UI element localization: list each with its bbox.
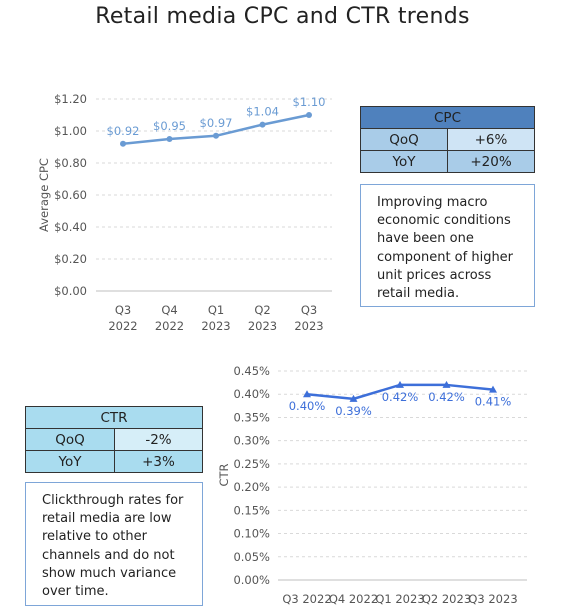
ctr-note: Clickthrough rates for retail media are … [25, 482, 203, 606]
data-point [442, 380, 451, 388]
x-tick-label: Q2 [254, 303, 270, 317]
x-tick-label: Q3 [301, 303, 317, 317]
data-point [166, 136, 173, 142]
y-axis-title: Average CPC [37, 158, 51, 232]
data-point [306, 112, 312, 118]
data-label: $0.92 [107, 124, 140, 138]
x-tick-label: 2022 [108, 319, 137, 333]
x-tick-label: 2022 [155, 319, 184, 333]
y-tick-label: $1.20 [54, 92, 87, 106]
ctr-qoq-label: QoQ [25, 428, 115, 451]
cpc-note: Improving macro economic conditions have… [360, 184, 535, 307]
y-tick-label: 0.05% [233, 550, 270, 564]
y-tick-label: 0.00% [233, 573, 270, 587]
ctr-table-header: CTR [25, 406, 203, 429]
ctr-yoy-label: YoY [25, 450, 115, 473]
x-tick-label: 2023 [294, 319, 323, 333]
data-point [349, 394, 358, 402]
ctr-yoy-value: +3% [114, 450, 203, 473]
cpc-qoq-value: +6% [447, 128, 535, 151]
data-point [396, 380, 404, 388]
x-tick-label: Q3 2023 [468, 592, 517, 606]
y-tick-label: 0.20% [233, 480, 270, 494]
cpc-note-text: Improving macro economic conditions have… [377, 195, 514, 302]
y-tick-label: $0.00 [54, 284, 87, 298]
data-label: 0.41% [475, 395, 512, 409]
x-tick-label: Q1 [208, 303, 224, 317]
data-label: 0.42% [382, 390, 419, 404]
y-tick-label: $0.60 [54, 188, 87, 202]
y-tick-label: 0.45% [233, 364, 270, 378]
ctr-note-text: Clickthrough rates for retail media are … [42, 493, 184, 600]
x-tick-label: Q3 [115, 303, 131, 317]
y-tick-label: 0.10% [233, 527, 270, 541]
y-tick-label: 0.30% [233, 434, 270, 448]
y-axis-title: CTR [217, 463, 231, 486]
cpc-qoq-label: QoQ [360, 128, 448, 151]
data-label: $1.10 [293, 95, 326, 109]
cpc-table-header: CPC [360, 106, 535, 129]
y-tick-label: $0.80 [54, 156, 87, 170]
data-label: $0.97 [200, 116, 233, 130]
data-label: 0.42% [428, 390, 465, 404]
x-tick-label: 2023 [248, 319, 277, 333]
x-tick-label: 2023 [201, 319, 230, 333]
data-label: 0.40% [289, 399, 326, 413]
y-tick-label: $0.20 [54, 252, 87, 266]
y-tick-label: 0.25% [233, 457, 270, 471]
cpc-summary-table: CPC QoQ +6% YoY +20% [360, 106, 535, 173]
y-tick-label: $1.00 [54, 124, 87, 138]
page-title: Retail media CPC and CTR trends [95, 4, 470, 29]
cpc-yoy-label: YoY [360, 150, 448, 173]
data-point [120, 140, 126, 147]
y-tick-label: 0.15% [233, 503, 270, 517]
data-label: $0.95 [153, 119, 186, 133]
data-label: 0.39% [335, 404, 372, 418]
y-tick-label: 0.40% [233, 387, 270, 401]
data-label: $1.04 [246, 105, 279, 119]
y-tick-label: $0.40 [54, 220, 87, 234]
x-tick-label: Q2 2023 [422, 592, 471, 606]
x-tick-label: Q1 2023 [375, 592, 424, 606]
y-tick-label: 0.35% [233, 410, 270, 424]
data-point [489, 385, 497, 393]
data-point [213, 132, 219, 139]
x-tick-label: Q4 [161, 303, 177, 317]
cpc-yoy-value: +20% [447, 150, 535, 173]
data-point [259, 121, 266, 128]
data-point [303, 390, 311, 398]
x-tick-label: Q4 2022 [329, 592, 378, 606]
ctr-summary-table: CTR QoQ -2% YoY +3% [25, 406, 203, 473]
ctr-qoq-value: -2% [114, 428, 203, 451]
x-tick-label: Q3 2022 [282, 592, 331, 606]
